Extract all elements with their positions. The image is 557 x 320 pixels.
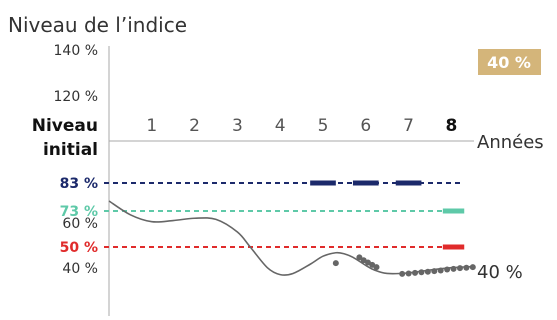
y-tick-label: 140 % [54, 43, 98, 59]
y-tick-label: 120 % [54, 89, 98, 105]
x-tick-label: 5 [318, 116, 329, 136]
data-point [431, 268, 438, 275]
data-point [444, 266, 451, 273]
threshold-lines: 83 % 73 % 50 % [60, 176, 460, 256]
series-line [108, 200, 473, 276]
series-markers [332, 254, 476, 277]
data-point [412, 269, 419, 276]
coupon-badge [478, 49, 541, 75]
data-point [424, 268, 431, 275]
x-axis-label: Années [477, 132, 544, 153]
data-point [469, 264, 476, 271]
threshold-label: 73 % [60, 204, 98, 220]
x-tick-label: 7 [403, 116, 414, 136]
y-tick-label: 60 % [62, 216, 98, 232]
data-point [437, 267, 444, 274]
x-tick-label: 6 [360, 116, 371, 136]
chart-title: Niveau de l’indice [8, 13, 187, 37]
data-point [399, 270, 406, 277]
data-point [456, 265, 463, 272]
x-tick-label: 2 [189, 116, 200, 136]
series-lines [108, 200, 473, 276]
x-tick-label: 3 [232, 116, 243, 136]
end-value-label: 40 % [477, 262, 523, 283]
data-point [332, 260, 339, 267]
x-tick-labels: 1 2 3 4 5 6 7 8 [146, 116, 457, 136]
data-point [418, 269, 425, 276]
threshold-label: 50 % [60, 240, 98, 256]
data-point [463, 264, 470, 271]
data-point [450, 265, 457, 272]
data-point [356, 254, 363, 261]
y-tick-labels: 140 % 120 % 60 % 40 % [54, 43, 98, 277]
x-tick-label: 8 [445, 116, 457, 136]
x-tick-label: 4 [275, 116, 286, 136]
initial-level-label-2: initial [43, 140, 98, 160]
y-tick-label: 40 % [62, 261, 98, 277]
x-tick-label: 1 [146, 116, 157, 136]
initial-level-label: Niveau [32, 116, 98, 136]
data-point [373, 264, 380, 271]
observation-segments [310, 180, 465, 250]
data-point [405, 270, 412, 277]
coupon-badge-label: 40 % [487, 53, 531, 72]
threshold-label: 83 % [60, 176, 98, 192]
